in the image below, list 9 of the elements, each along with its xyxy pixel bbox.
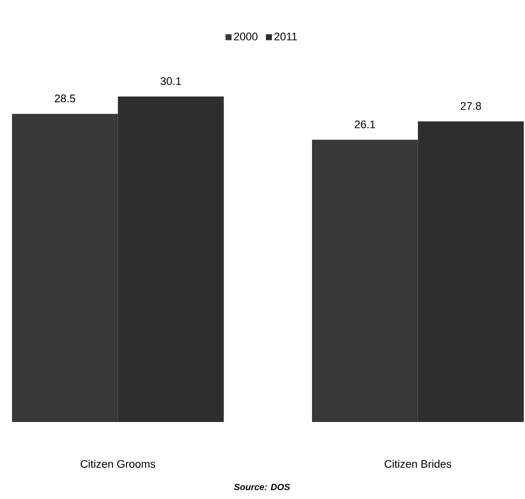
data-label: 26.1 (354, 120, 376, 128)
data-label: 28.5 (54, 94, 76, 102)
x-tick-label: Citizen Grooms (80, 460, 156, 468)
legend-label: 2000 (234, 32, 258, 40)
x-tick-label: Citizen Brides (384, 460, 452, 468)
source-note: Source: DOS (234, 484, 290, 490)
data-label: 27.8 (460, 102, 482, 110)
legend-label: 2011 (274, 32, 297, 40)
data-label: 30.1 (160, 77, 181, 86)
